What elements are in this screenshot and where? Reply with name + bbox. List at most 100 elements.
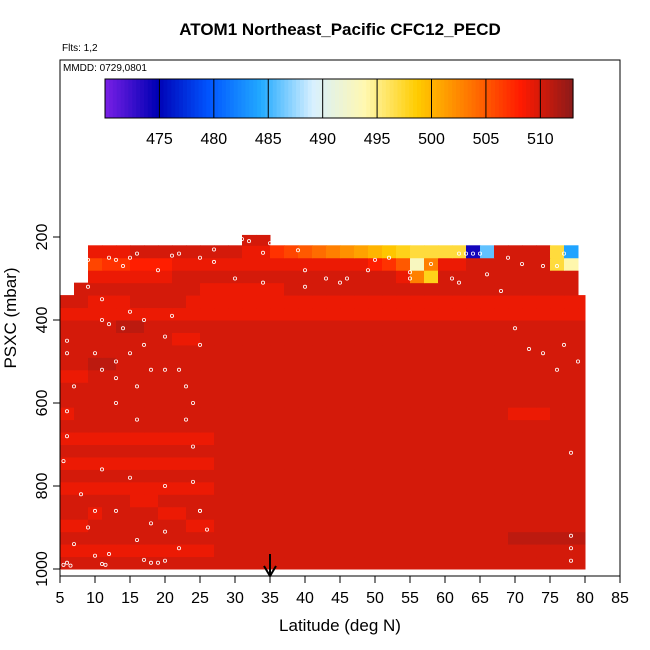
- heat-cell: [452, 320, 467, 333]
- sample-point: [107, 255, 112, 260]
- heat-cell: [200, 432, 215, 445]
- heat-cell: [172, 394, 187, 408]
- sample-point: [134, 537, 139, 542]
- heat-cell: [550, 544, 565, 558]
- heat-cell: [578, 494, 586, 508]
- heat-cell: [480, 407, 495, 421]
- heat-cell: [88, 469, 103, 483]
- heat-cell: [186, 519, 201, 533]
- sample-point: [93, 508, 98, 513]
- heat-cell: [438, 369, 453, 383]
- heat-cell: [368, 270, 383, 284]
- heat-cell: [382, 257, 397, 271]
- colorbar-segment: [105, 79, 110, 118]
- heat-cell: [284, 257, 299, 271]
- colorbar-segment: [378, 79, 383, 118]
- heat-cell: [564, 506, 579, 520]
- sample-point: [569, 558, 574, 563]
- heat-cell: [144, 407, 159, 421]
- heat-cell: [424, 344, 439, 358]
- heat-cell: [88, 295, 103, 309]
- heat-cell: [480, 282, 495, 296]
- heat-cell: [186, 419, 201, 433]
- heat-cell: [214, 295, 229, 309]
- heat-cell: [466, 506, 481, 520]
- heat-cell: [340, 531, 355, 545]
- heat-cell: [340, 344, 355, 358]
- heat-cell: [256, 320, 271, 333]
- heat-cell: [158, 419, 173, 433]
- heat-cell: [550, 481, 565, 495]
- heat-cell: [578, 369, 586, 383]
- heat-cell: [242, 407, 257, 421]
- heat-cell: [312, 481, 327, 495]
- colorbar-segment: [237, 79, 243, 118]
- heat-cell: [228, 344, 243, 358]
- sample-point: [61, 562, 66, 567]
- heat-cell: [550, 556, 565, 570]
- sample-point: [86, 284, 91, 289]
- heat-cell: [578, 382, 586, 396]
- heat-cell: [564, 556, 579, 570]
- heat-cell: [410, 295, 425, 309]
- heat-cell: [354, 419, 369, 433]
- heat-cell: [466, 407, 481, 421]
- heat-cell: [522, 320, 537, 333]
- heat-cell: [256, 357, 271, 371]
- heat-cell: [424, 419, 439, 433]
- heat-cell: [284, 456, 299, 470]
- heat-cell: [522, 556, 537, 570]
- heat-cell: [186, 382, 201, 396]
- heat-cell: [200, 382, 215, 396]
- heat-cell: [396, 245, 411, 259]
- heat-cell: [480, 481, 495, 495]
- colorbar-segment: [354, 79, 360, 118]
- heat-cell: [382, 481, 397, 495]
- sample-point: [569, 533, 574, 538]
- heat-cell: [200, 307, 215, 321]
- colorbar-segment: [264, 79, 270, 118]
- sample-point: [162, 558, 167, 563]
- heat-cell: [424, 469, 439, 483]
- heat-cell: [536, 432, 551, 445]
- heat-cell: [298, 320, 313, 333]
- colorbar-segment: [420, 79, 426, 118]
- heat-cell: [410, 444, 425, 458]
- heat-cell: [438, 357, 453, 371]
- heat-cell: [410, 344, 425, 358]
- heat-cell: [578, 444, 586, 458]
- heat-cell: [256, 369, 271, 383]
- sample-point: [484, 272, 489, 277]
- heat-cell: [508, 332, 523, 346]
- heat-cell: [214, 556, 229, 570]
- heat-cell: [270, 556, 285, 570]
- sample-point: [114, 257, 119, 262]
- sample-point: [65, 351, 70, 356]
- heat-cell: [382, 245, 397, 259]
- sample-point: [134, 384, 139, 389]
- heat-cell: [424, 257, 439, 271]
- heat-cell: [116, 282, 131, 296]
- heat-cell: [396, 519, 411, 533]
- heat-cell: [186, 307, 201, 321]
- heat-cell: [410, 419, 425, 433]
- colorbar-segment: [206, 79, 211, 118]
- heat-cell: [508, 469, 523, 483]
- heat-cell: [74, 332, 89, 346]
- sample-point: [225, 237, 230, 242]
- heat-cell: [200, 494, 215, 508]
- heat-cell: [354, 506, 369, 520]
- heat-cell: [144, 519, 159, 533]
- sample-point: [162, 483, 167, 488]
- heat-cell: [410, 357, 425, 371]
- heat-cell: [130, 519, 145, 533]
- sample-point: [562, 342, 567, 347]
- heat-cell: [298, 519, 313, 533]
- heat-cell: [284, 494, 299, 508]
- heat-cell: [214, 444, 229, 458]
- sample-point: [541, 264, 546, 269]
- heat-cell: [74, 295, 89, 309]
- heat-cell: [116, 419, 131, 433]
- heat-cell: [228, 432, 243, 445]
- heat-cell: [550, 307, 565, 321]
